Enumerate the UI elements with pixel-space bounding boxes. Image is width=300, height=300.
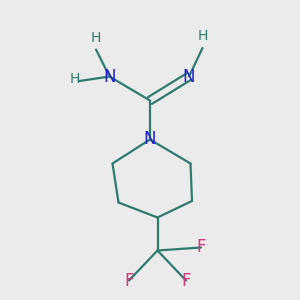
Text: H: H (91, 31, 101, 44)
Text: F: F (124, 272, 134, 290)
Text: H: H (197, 29, 208, 43)
Text: H: H (70, 72, 80, 86)
Text: N: N (103, 68, 116, 85)
Text: N: N (144, 130, 156, 148)
Text: N: N (183, 68, 195, 85)
Text: F: F (181, 272, 191, 290)
Text: F: F (196, 238, 206, 256)
